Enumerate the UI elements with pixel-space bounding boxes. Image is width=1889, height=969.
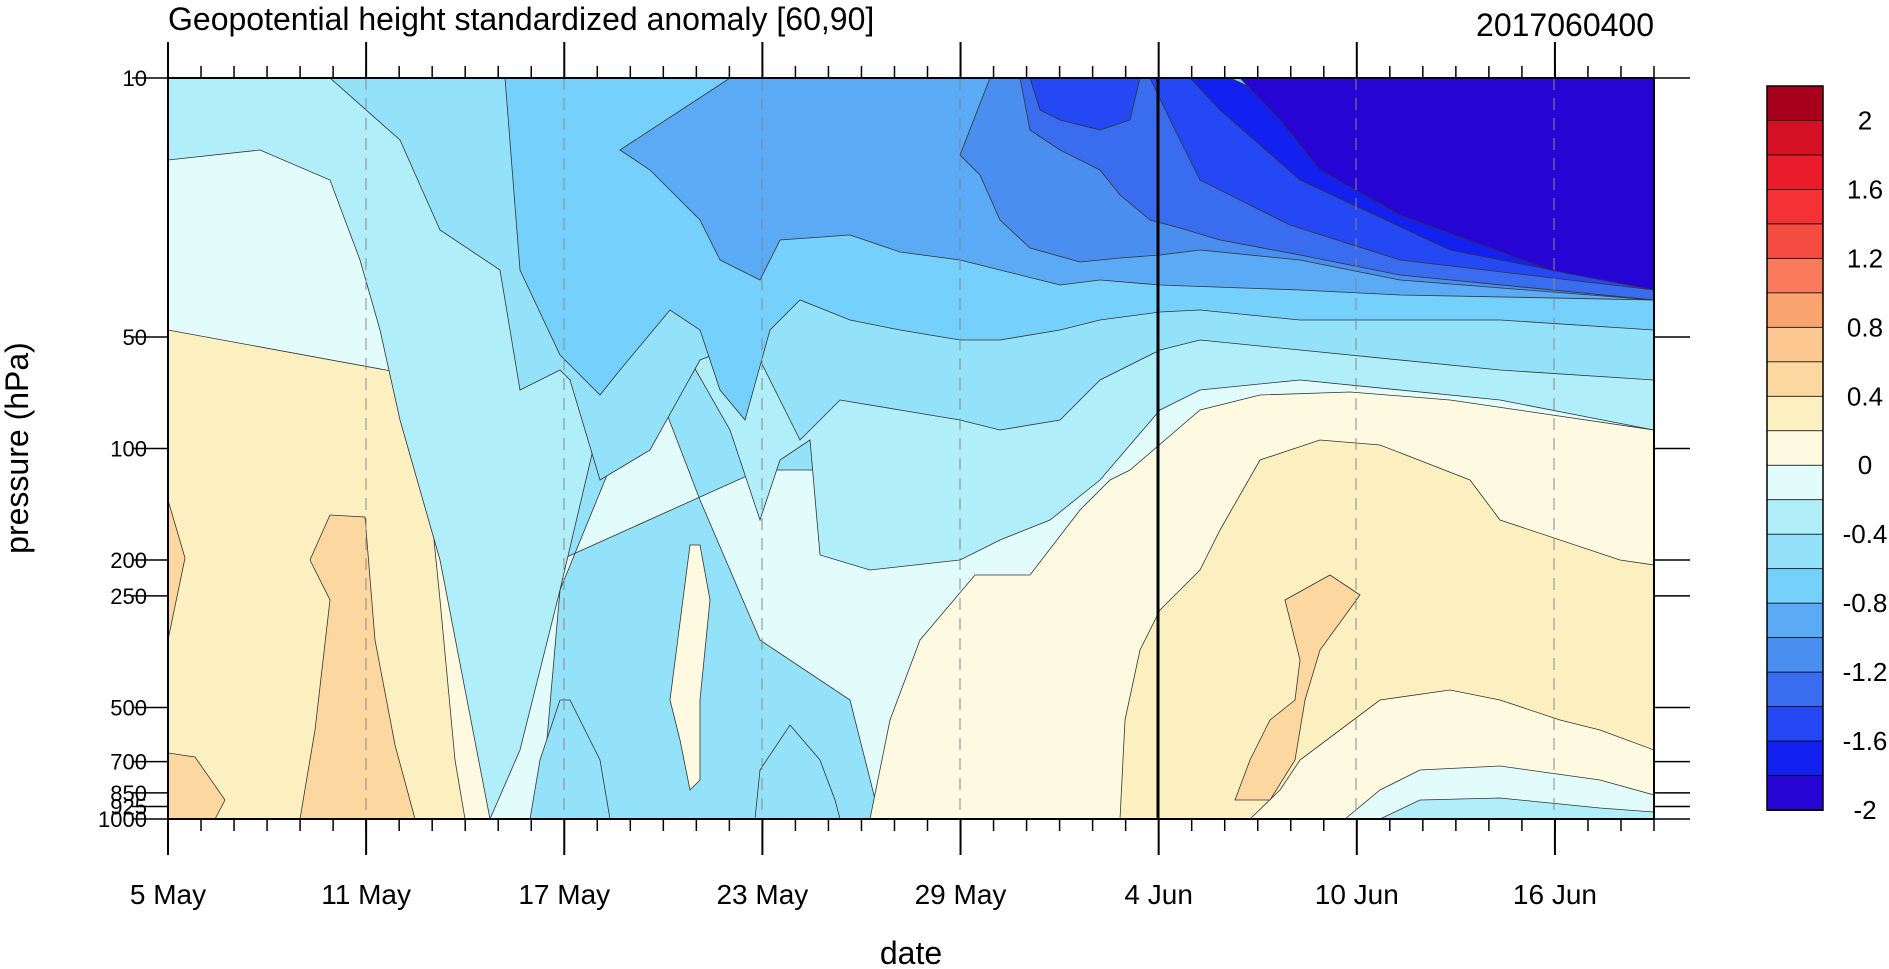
colorbar-swatch bbox=[1766, 326, 1824, 363]
contour-region bbox=[1029, 78, 1141, 131]
colorbar-swatch bbox=[1766, 292, 1824, 329]
colorbar-swatch bbox=[1766, 775, 1824, 811]
colorbar-swatch bbox=[1766, 533, 1824, 570]
contour-region bbox=[529, 699, 611, 819]
y-tick-label: 10 bbox=[123, 66, 147, 91]
contour-region bbox=[299, 514, 416, 819]
contour-region bbox=[168, 499, 186, 641]
contour-fills bbox=[168, 78, 1654, 819]
colorbar-swatch bbox=[1766, 154, 1824, 191]
y-tick-label: 700 bbox=[110, 750, 147, 775]
chart-title: Geopotential height standardized anomaly… bbox=[168, 1, 874, 37]
colorbar-label: 0.4 bbox=[1847, 381, 1883, 411]
colorbar-label: 0 bbox=[1858, 450, 1872, 480]
colorbar-swatch bbox=[1766, 602, 1824, 639]
x-tick-label: 11 May bbox=[321, 879, 411, 910]
colorbar-swatch bbox=[1766, 120, 1824, 156]
y-tick-label: 100 bbox=[110, 437, 147, 462]
colorbar-swatch bbox=[1766, 189, 1824, 225]
colorbar-swatch bbox=[1766, 395, 1824, 432]
x-tick-label: 16 Jun bbox=[1513, 879, 1597, 910]
colorbar-label: -1.2 bbox=[1843, 657, 1888, 687]
x-tick-label: 17 May bbox=[518, 879, 610, 910]
init-date-label: 2017060400 bbox=[1476, 7, 1654, 43]
y-tick-label: 925 bbox=[110, 794, 147, 819]
colorbar-label: -1.6 bbox=[1843, 726, 1888, 756]
y-tick-label: 500 bbox=[110, 695, 147, 720]
y-tick-label: 50 bbox=[123, 325, 147, 350]
colorbar-swatch bbox=[1766, 671, 1824, 708]
colorbar-swatch bbox=[1766, 464, 1824, 501]
colorbar-swatch bbox=[1766, 706, 1824, 742]
colorbar-label: -0.8 bbox=[1843, 588, 1888, 618]
y-axis-label: pressure (hPa) bbox=[0, 342, 35, 554]
colorbar-label: 2 bbox=[1858, 105, 1872, 135]
colorbar-label: -0.4 bbox=[1843, 519, 1888, 549]
x-axis-label: date bbox=[880, 935, 942, 969]
colorbar-label: 1.2 bbox=[1847, 243, 1883, 273]
y-tick-label: 250 bbox=[110, 584, 147, 609]
colorbar-swatch bbox=[1766, 257, 1824, 294]
colorbar-swatch bbox=[1766, 223, 1824, 260]
x-tick-label: 23 May bbox=[716, 879, 808, 910]
contour-region bbox=[168, 752, 226, 819]
x-tick-label: 10 Jun bbox=[1315, 879, 1399, 910]
colorbar-label: 0.8 bbox=[1847, 312, 1883, 342]
colorbar: 2 1.6 1.2 0.8 0.4 0 -0.4 -0.8 -1.2 -1.6 -2 bbox=[1766, 85, 1888, 825]
contour-region bbox=[1239, 78, 1654, 291]
contour-region bbox=[1119, 439, 1654, 819]
colorbar-label: -2 bbox=[1853, 795, 1876, 825]
x-axis: 5 May 11 May 17 May 23 May 29 May 4 Jun 10 Jun… bbox=[130, 42, 1655, 910]
vertical-guides bbox=[365, 78, 1555, 819]
contour-region bbox=[1379, 797, 1654, 819]
colorbar-swatch bbox=[1766, 740, 1824, 777]
y-tick-label: 1000 bbox=[98, 807, 147, 832]
contour-region bbox=[669, 544, 711, 791]
colorbar-swatch bbox=[1766, 499, 1824, 536]
colorbar-label: 1.6 bbox=[1847, 174, 1883, 204]
colorbar-swatch bbox=[1766, 568, 1824, 605]
contour-region bbox=[754, 724, 841, 819]
colorbar-swatch bbox=[1766, 637, 1824, 673]
y-tick-label: 200 bbox=[110, 548, 147, 573]
colorbar-swatch bbox=[1766, 85, 1824, 122]
y-tick-label: 850 bbox=[110, 781, 147, 806]
contour-region bbox=[1234, 574, 1361, 801]
x-tick-label: 4 Jun bbox=[1124, 879, 1193, 910]
x-tick-label: 5 May bbox=[130, 879, 206, 910]
plot-area bbox=[168, 78, 1654, 819]
colorbar-swatch bbox=[1766, 430, 1824, 467]
colorbar-frame bbox=[1766, 85, 1824, 811]
colorbar-swatch bbox=[1766, 361, 1824, 398]
x-tick-label: 29 May bbox=[915, 879, 1007, 910]
